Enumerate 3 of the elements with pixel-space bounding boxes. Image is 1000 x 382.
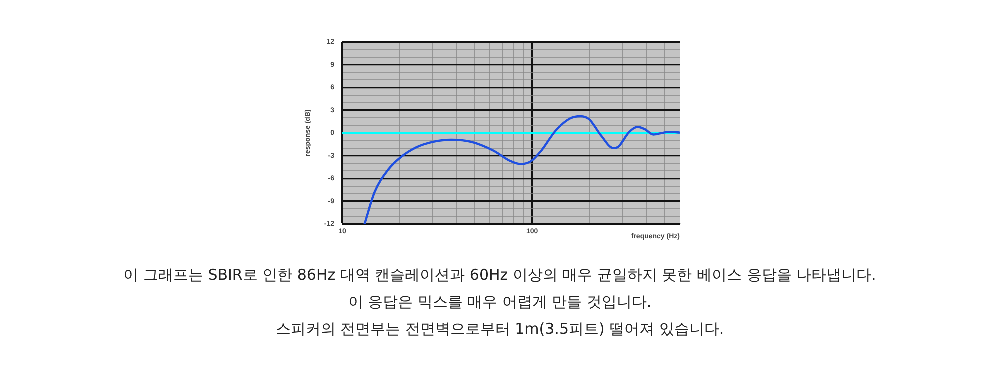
text: 이 응답은 믹스를 매우 어렵게 만들 것입니다. <box>347 292 653 313</box>
text: 이 그래프는 SBIR로 인한 86Hz 대역 캔슬레이션과 60Hz 이상의 매우 균일하지 못한 베이스 응답을 나타냅니다. <box>122 265 878 286</box>
text: 스피커의 전면부는 전면벽으로부터 1m(3.5피트) 떨어져 있습니다. <box>274 319 726 340</box>
